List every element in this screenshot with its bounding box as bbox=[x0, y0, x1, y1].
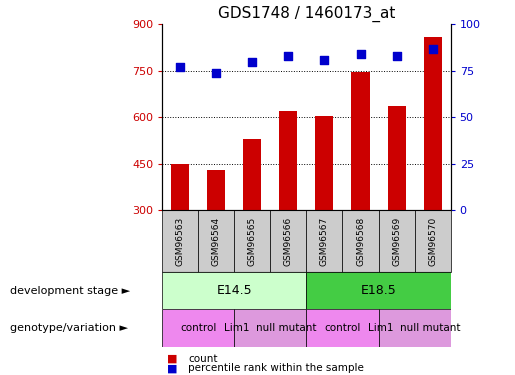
Point bbox=[392, 53, 401, 59]
Text: GSM96566: GSM96566 bbox=[284, 216, 293, 266]
Text: control: control bbox=[180, 323, 216, 333]
Text: GSM96565: GSM96565 bbox=[248, 216, 257, 266]
Text: genotype/variation ►: genotype/variation ► bbox=[10, 323, 128, 333]
Text: ■: ■ bbox=[167, 354, 178, 364]
Bar bbox=[279, 111, 297, 210]
Text: GSM96569: GSM96569 bbox=[392, 216, 401, 266]
Bar bbox=[234, 210, 270, 272]
Bar bbox=[315, 116, 334, 210]
Text: GSM96564: GSM96564 bbox=[212, 216, 221, 266]
Bar bbox=[198, 210, 234, 272]
Text: ■: ■ bbox=[167, 363, 178, 373]
Bar bbox=[306, 272, 451, 309]
Bar bbox=[162, 309, 234, 347]
Bar bbox=[171, 164, 190, 210]
Bar bbox=[306, 210, 342, 272]
Text: count: count bbox=[188, 354, 217, 364]
Point bbox=[428, 45, 437, 51]
Title: GDS1748 / 1460173_at: GDS1748 / 1460173_at bbox=[218, 5, 395, 22]
Bar bbox=[342, 210, 379, 272]
Text: GSM96567: GSM96567 bbox=[320, 216, 329, 266]
Bar bbox=[234, 309, 306, 347]
Bar bbox=[270, 210, 306, 272]
Bar bbox=[423, 37, 441, 210]
Bar bbox=[243, 139, 261, 210]
Text: development stage ►: development stage ► bbox=[10, 286, 130, 296]
Bar bbox=[379, 309, 451, 347]
Bar bbox=[388, 106, 406, 210]
Text: GSM96570: GSM96570 bbox=[428, 216, 437, 266]
Point bbox=[320, 57, 329, 63]
Text: Lim1  null mutant: Lim1 null mutant bbox=[224, 323, 317, 333]
Text: percentile rank within the sample: percentile rank within the sample bbox=[188, 363, 364, 373]
Text: GSM96568: GSM96568 bbox=[356, 216, 365, 266]
Bar bbox=[162, 210, 198, 272]
Bar bbox=[415, 210, 451, 272]
Bar bbox=[379, 210, 415, 272]
Text: E18.5: E18.5 bbox=[360, 284, 397, 297]
Bar bbox=[306, 309, 379, 347]
Text: control: control bbox=[324, 323, 360, 333]
Bar bbox=[162, 272, 306, 309]
Point bbox=[212, 70, 220, 76]
Point bbox=[284, 53, 293, 59]
Text: GSM96563: GSM96563 bbox=[176, 216, 185, 266]
Text: Lim1  null mutant: Lim1 null mutant bbox=[368, 323, 461, 333]
Bar bbox=[207, 170, 226, 210]
Point bbox=[356, 51, 365, 57]
Point bbox=[176, 64, 184, 70]
Text: E14.5: E14.5 bbox=[216, 284, 252, 297]
Bar bbox=[351, 72, 369, 210]
Point bbox=[248, 58, 256, 64]
